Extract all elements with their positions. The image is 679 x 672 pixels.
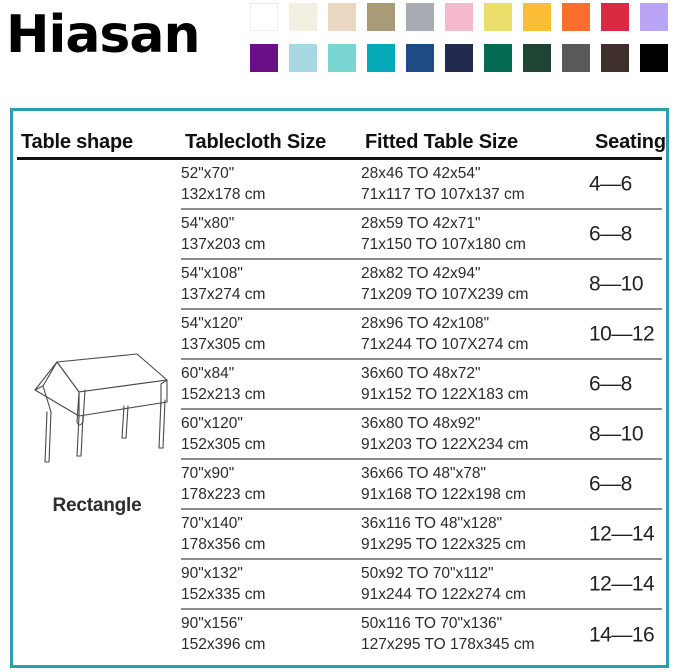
table-row: 60"x84" 152x213 cm 36x60 TO 48x72" 91x152 T… bbox=[181, 360, 662, 410]
cell-seating: 10—12 bbox=[589, 322, 655, 346]
table-row: 70"x140" 178x356 cm 36x116 TO 48"x128" 91x2… bbox=[181, 510, 662, 560]
color-swatch-charcoal-grey[interactable] bbox=[562, 44, 590, 72]
cell-seating: 8—10 bbox=[589, 422, 644, 446]
column-header-seating: Seating bbox=[595, 131, 666, 153]
column-header-fitted-table-size: Fitted Table Size bbox=[365, 131, 518, 153]
brand-swatch-bar: Hiasan bbox=[0, 0, 679, 96]
color-swatch-light-yellow[interactable] bbox=[484, 3, 512, 31]
cell-fitted-table-size: 36x66 TO 48"x78" 91x168 TO 122x198 cm bbox=[361, 465, 526, 503]
cell-tablecloth-size: 90"x132" 152x335 cm bbox=[181, 565, 266, 603]
cell-fitted-table-size: 28x46 TO 42x54" 71x117 TO 107x137 cm bbox=[361, 165, 525, 203]
cell-tablecloth-size: 70"x90" 178x223 cm bbox=[181, 465, 266, 503]
cell-tablecloth-size: 54"x108" 137x274 cm bbox=[181, 265, 266, 303]
color-swatch-beige[interactable] bbox=[328, 3, 356, 31]
cell-tablecloth-size: 90"x156" 152x396 cm bbox=[181, 615, 266, 653]
color-swatch-emerald-green[interactable] bbox=[484, 44, 512, 72]
table-row: 70"x90" 178x223 cm 36x66 TO 48"x78" 91x168 … bbox=[181, 460, 662, 510]
cell-seating: 8—10 bbox=[589, 272, 644, 296]
size-chart-card: Table shape Tablecloth Size Fitted Table… bbox=[10, 108, 669, 668]
table-row: 90"x156" 152x396 cm 50x116 TO 70"x136" 127x… bbox=[181, 610, 662, 660]
cell-tablecloth-size: 54"x80" 137x203 cm bbox=[181, 215, 266, 253]
cell-fitted-table-size: 36x116 TO 48"x128" 91x295 TO 122x325 cm bbox=[361, 515, 526, 553]
color-swatch-white[interactable] bbox=[250, 3, 278, 31]
color-swatch-denim-blue[interactable] bbox=[406, 44, 434, 72]
color-swatch-teal[interactable] bbox=[367, 44, 395, 72]
cell-fitted-table-size: 50x116 TO 70"x136" 127x295 TO 178x345 cm bbox=[361, 615, 535, 653]
cell-tablecloth-size: 60"x120" 152x305 cm bbox=[181, 415, 266, 453]
column-header-tablecloth-size: Tablecloth Size bbox=[185, 131, 327, 153]
table-shape-cell: Rectangle bbox=[13, 160, 181, 665]
color-swatch-taupe[interactable] bbox=[367, 3, 395, 31]
cell-seating: 4—6 bbox=[589, 172, 632, 196]
color-swatch-grey[interactable] bbox=[406, 3, 434, 31]
cell-fitted-table-size: 36x60 TO 48x72" 91x152 TO 122X183 cm bbox=[361, 365, 529, 403]
color-swatch-pink[interactable] bbox=[445, 3, 473, 31]
color-swatch-dark-brown[interactable] bbox=[601, 44, 629, 72]
cell-seating: 6—8 bbox=[589, 222, 632, 246]
swatch-row-2 bbox=[250, 44, 675, 72]
color-swatch-orange[interactable] bbox=[562, 3, 590, 31]
table-row: 54"x108" 137x274 cm 28x82 TO 42x94" 71x209 … bbox=[181, 260, 662, 310]
cell-seating: 12—14 bbox=[589, 572, 655, 596]
cell-seating: 6—8 bbox=[589, 472, 632, 496]
color-swatch-black[interactable] bbox=[640, 44, 668, 72]
color-swatch-aqua[interactable] bbox=[328, 44, 356, 72]
table-row: 54"x80" 137x203 cm 28x59 TO 42x71" 71x150 T… bbox=[181, 210, 662, 260]
cell-fitted-table-size: 36x80 TO 48x92" 91x203 TO 122X234 cm bbox=[361, 415, 529, 453]
color-swatch-forest-green[interactable] bbox=[523, 44, 551, 72]
color-swatch-purple[interactable] bbox=[250, 44, 278, 72]
rectangle-table-illustration-icon bbox=[21, 350, 173, 465]
color-swatch-red[interactable] bbox=[601, 3, 629, 31]
cell-tablecloth-size: 54"x120" 137x305 cm bbox=[181, 315, 266, 353]
table-row: 90"x132" 152x335 cm 50x92 TO 70"x112" 91x24… bbox=[181, 560, 662, 610]
color-swatch-light-blue[interactable] bbox=[289, 44, 317, 72]
table-header-row: Table shape Tablecloth Size Fitted Table… bbox=[17, 111, 666, 160]
table-row: 54"x120" 137x305 cm 28x96 TO 42x108" 71x244… bbox=[181, 310, 662, 360]
cell-fitted-table-size: 28x96 TO 42x108" 71x244 TO 107X274 cm bbox=[361, 315, 529, 353]
color-swatch-ivory[interactable] bbox=[289, 3, 317, 31]
cell-seating: 6—8 bbox=[589, 372, 632, 396]
table-row: 60"x120" 152x305 cm 36x80 TO 48x92" 91x203 … bbox=[181, 410, 662, 460]
table-row: 52"x70" 132x178 cm 28x46 TO 42x54" 71x117 T… bbox=[181, 160, 662, 210]
cell-tablecloth-size: 60"x84" 152x213 cm bbox=[181, 365, 266, 403]
color-swatch-grid bbox=[250, 3, 675, 85]
size-rows: 52"x70" 132x178 cm 28x46 TO 42x54" 71x117 T… bbox=[181, 160, 662, 665]
color-swatch-lavender[interactable] bbox=[640, 3, 668, 31]
cell-seating: 12—14 bbox=[589, 522, 655, 546]
table-shape-label: Rectangle bbox=[52, 495, 142, 516]
cell-tablecloth-size: 70"x140" 178x356 cm bbox=[181, 515, 266, 553]
color-swatch-gold[interactable] bbox=[523, 3, 551, 31]
brand-logo: Hiasan bbox=[6, 5, 200, 65]
cell-tablecloth-size: 52"x70" 132x178 cm bbox=[181, 165, 266, 203]
color-swatch-navy[interactable] bbox=[445, 44, 473, 72]
cell-seating: 14—16 bbox=[589, 623, 655, 647]
cell-fitted-table-size: 50x92 TO 70"x112" 91x244 TO 122x274 cm bbox=[361, 565, 526, 603]
cell-fitted-table-size: 28x59 TO 42x71" 71x150 TO 107x180 cm bbox=[361, 215, 526, 253]
cell-fitted-table-size: 28x82 TO 42x94" 71x209 TO 107X239 cm bbox=[361, 265, 529, 303]
swatch-row-1 bbox=[250, 3, 675, 31]
column-header-table-shape: Table shape bbox=[21, 131, 133, 153]
